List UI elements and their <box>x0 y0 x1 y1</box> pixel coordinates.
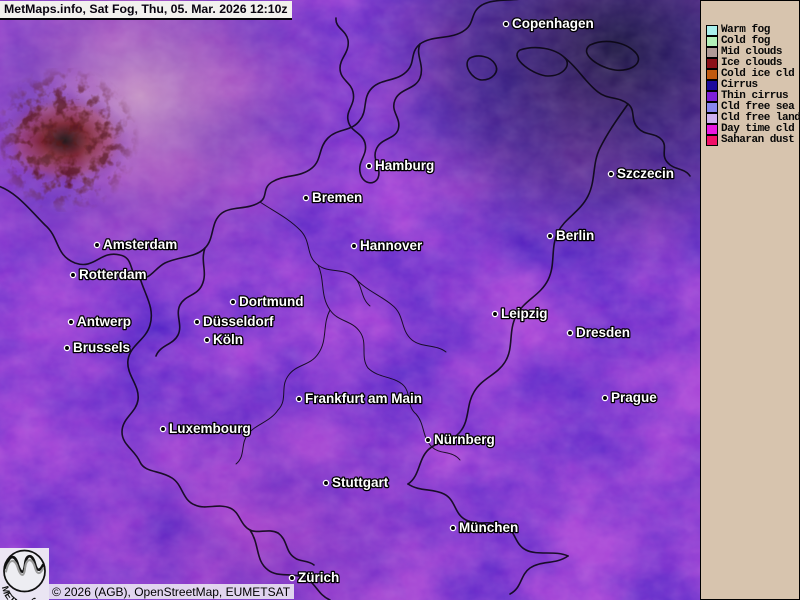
svg-text:Szczecin: Szczecin <box>617 166 674 181</box>
svg-text:Antwerp: Antwerp <box>77 314 131 329</box>
svg-text:Luxembourg: Luxembourg <box>169 421 251 436</box>
svg-text:Dresden: Dresden <box>576 325 630 340</box>
svg-text:Bremen: Bremen <box>312 190 362 205</box>
svg-text:Rotterdam: Rotterdam <box>79 267 147 282</box>
svg-text:Düsseldorf: Düsseldorf <box>203 314 274 329</box>
svg-text:Hannover: Hannover <box>360 238 423 253</box>
svg-text:Dortmund: Dortmund <box>239 294 304 309</box>
svg-text:Copenhagen: Copenhagen <box>512 16 594 31</box>
svg-text:Hamburg: Hamburg <box>375 158 434 173</box>
svg-text:Nürnberg: Nürnberg <box>434 432 495 447</box>
svg-text:Prague: Prague <box>611 390 657 405</box>
svg-text:Köln: Köln <box>213 332 243 347</box>
svg-text:Frankfurt am Main: Frankfurt am Main <box>305 391 422 406</box>
svg-text:Berlin: Berlin <box>556 228 594 243</box>
svg-text:Brussels: Brussels <box>73 340 130 355</box>
svg-text:Amsterdam: Amsterdam <box>103 237 177 252</box>
svg-text:Stuttgart: Stuttgart <box>332 475 389 490</box>
svg-text:München: München <box>459 520 518 535</box>
svg-text:Leipzig: Leipzig <box>501 306 548 321</box>
svg-text:Zürich: Zürich <box>298 570 339 585</box>
